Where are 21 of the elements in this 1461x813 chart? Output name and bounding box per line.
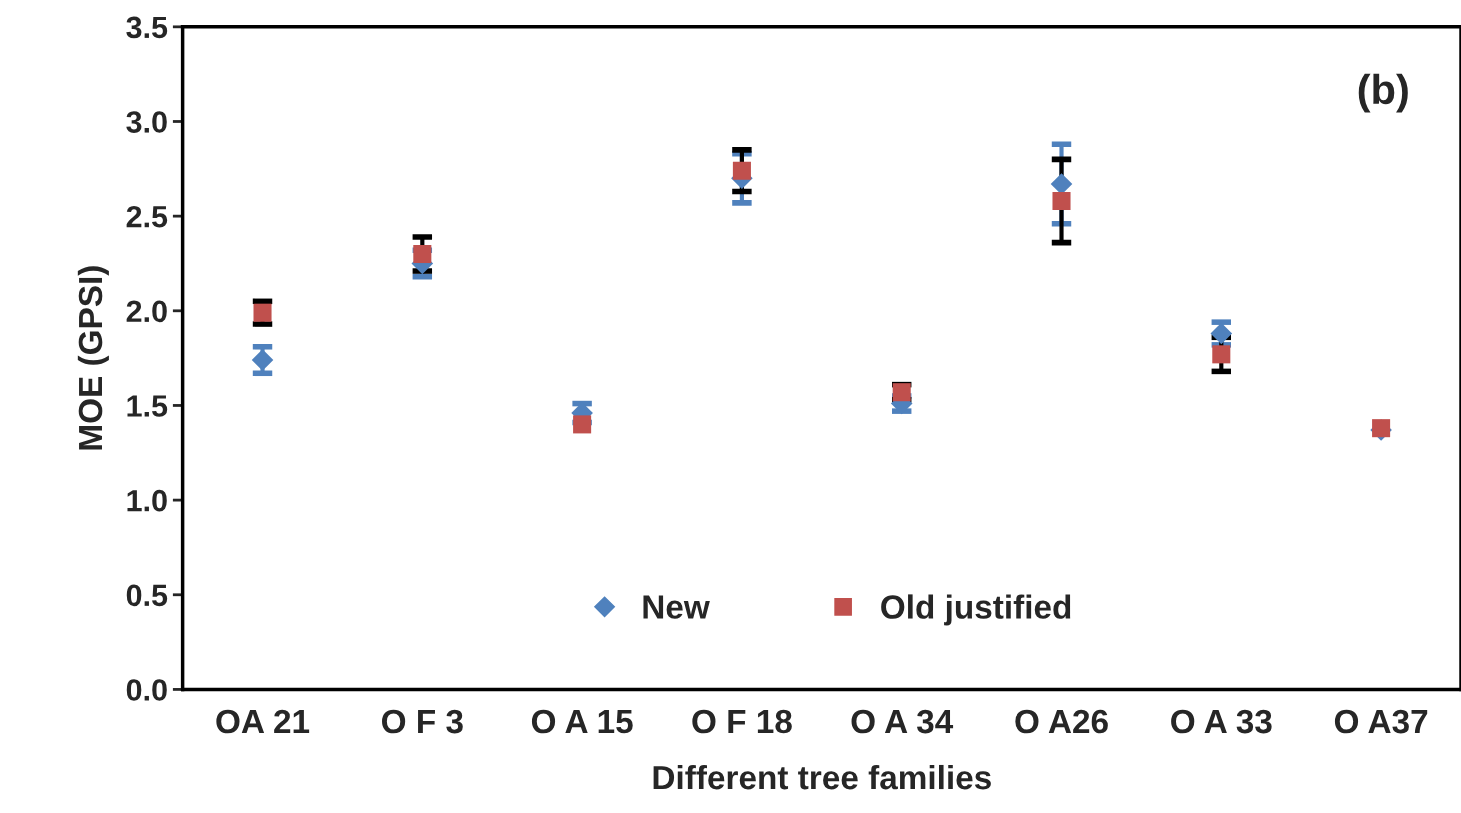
legend-label: New [643, 595, 710, 619]
y-tick-label: 1.0 [127, 489, 167, 512]
x-tick-label: O A 34 [851, 709, 954, 734]
y-tick-label: 1.5 [127, 395, 168, 417]
y-tick-label: 3.5 [126, 16, 168, 39]
y-tick-label: 3.0 [126, 111, 167, 133]
annotation: (b) [1358, 73, 1408, 113]
x-tick-label: O A 15 [531, 709, 633, 734]
y-tick-label: 2.0 [126, 300, 167, 323]
y-tick-label: 0.0 [126, 679, 167, 701]
y-tick-label: 0.5 [126, 584, 168, 607]
y-axis-title: MOE (GPSI) [77, 266, 109, 450]
legend-label: Old justified [881, 594, 1071, 626]
x-tick-label: O A37 [1334, 709, 1428, 734]
x-tick-label: O A26 [1015, 709, 1108, 734]
x-tick-label: O F 3 [382, 709, 463, 734]
y-tick-label: 2.5 [126, 205, 168, 228]
x-tick-label: O F 18 [692, 709, 792, 734]
x-tick-label: O A 33 [1171, 709, 1272, 734]
x-tick-label: OA 21 [216, 709, 310, 734]
x-axis-title: Different tree families [653, 764, 991, 790]
